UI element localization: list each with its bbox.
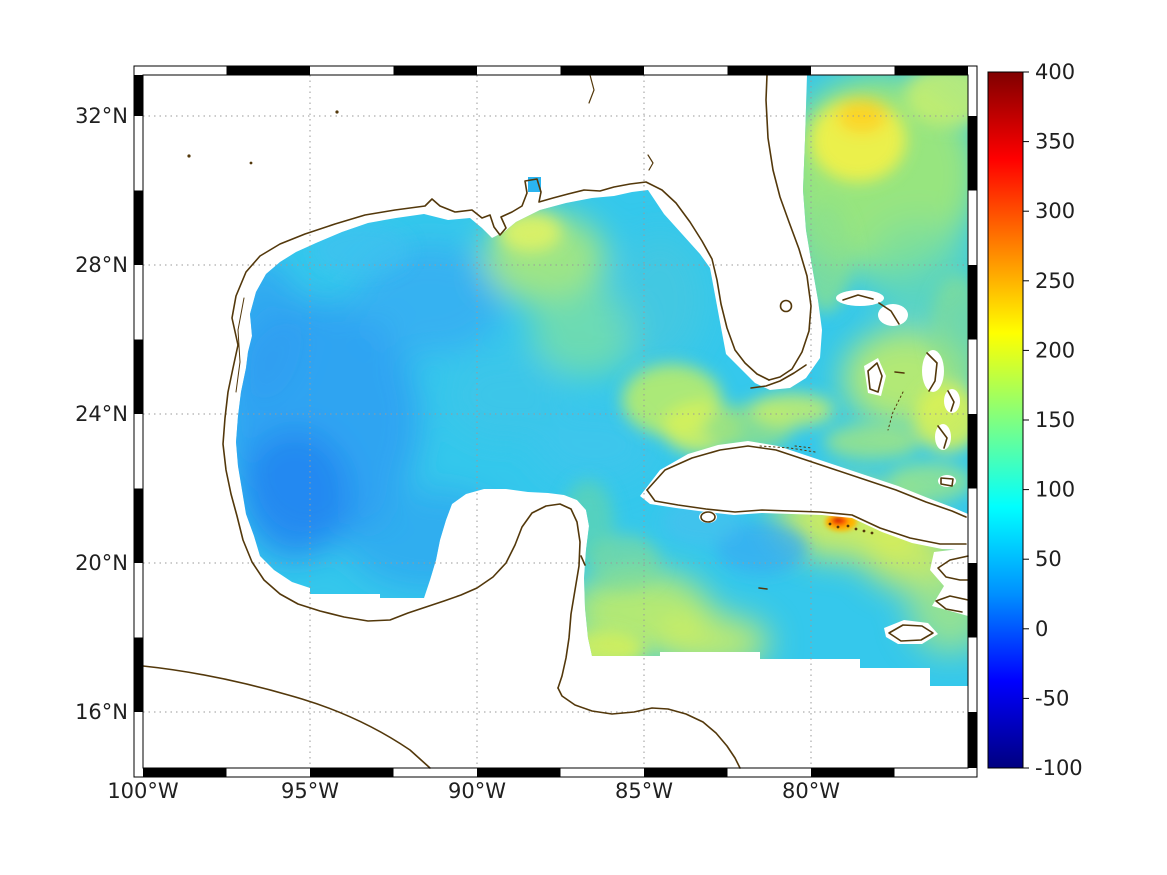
- colorbar-tick-label-50: 50: [1035, 547, 1062, 571]
- coastline-cay-sal: [794, 445, 813, 449]
- colorbar-tick-label-150: 150: [1035, 408, 1075, 432]
- x-tick-label-85w: 85°W: [615, 779, 673, 803]
- coastline-us-gulf-florida: [231, 178, 770, 381]
- island-speckles: [187, 110, 874, 535]
- colorbar-tick-label-0: 0: [1035, 617, 1048, 641]
- colorbar-tick-label-100: 100: [1035, 478, 1075, 502]
- x-tick-label-90w: 90°W: [448, 779, 506, 803]
- coastline-cuba-south: [646, 489, 967, 545]
- y-tick-label-16n: 16°N: [75, 700, 128, 724]
- coastline-cuba-north: [646, 445, 967, 518]
- coastline-andros: [867, 362, 883, 393]
- x-tick-label-80w: 80°W: [782, 779, 840, 803]
- coastline-jamaica: [888, 624, 934, 642]
- colorbar-tick-label-250: 250: [1035, 269, 1075, 293]
- coastline-new-providence: [894, 371, 905, 374]
- coastline-hispaniola-north: [937, 555, 969, 581]
- y-tick-label-24n: 24°N: [75, 402, 128, 426]
- heatmap-blobs-small: [314, 75, 968, 670]
- coastlines: [142, 74, 969, 769]
- colorbar-labels: 400 350 300 250 200 150 100 50 0 -50 -10…: [1035, 60, 1083, 780]
- colorbar-tick-label-n100: -100: [1035, 756, 1083, 780]
- coastline-abaco: [878, 302, 900, 325]
- y-tick-label-32n: 32°N: [75, 104, 128, 128]
- coastline-cuba-north-cays: [759, 445, 816, 453]
- coastline-cayman: [758, 587, 768, 590]
- colorbar-tick-label-400: 400: [1035, 60, 1075, 84]
- coastline-pacific-mexico: [142, 665, 431, 769]
- coastline-texas-lagoon: [235, 297, 245, 393]
- gridlines: [143, 75, 968, 768]
- colorbar-tick-label-200: 200: [1035, 338, 1075, 362]
- colorbar: 400 350 300 250 200 150 100 50 0 -50 -10…: [987, 60, 1083, 780]
- coastline-cat-island: [947, 390, 955, 412]
- colorbar-ticks: [1023, 71, 1029, 769]
- map-frame: [133, 65, 978, 778]
- coastline-eleuthera: [926, 352, 938, 392]
- x-axis-labels: 100°W 95°W 90°W 85°W 80°W: [107, 779, 840, 803]
- coastline-grand-bahama: [842, 294, 874, 301]
- coastline-mexico-yucatan: [222, 344, 581, 689]
- river-mark-top: [588, 74, 595, 104]
- coastline-exuma-cays: [887, 391, 904, 431]
- colorbar-tick-label-n50: -50: [1035, 686, 1069, 710]
- colorbar-tick-label-300: 300: [1035, 199, 1075, 223]
- coastline-long-island: [937, 425, 948, 449]
- coastline-florida-keys: [750, 364, 807, 389]
- coastline-honduras: [557, 687, 741, 769]
- colorbar-gradient: [987, 71, 1024, 769]
- x-tick-label-95w: 95°W: [281, 779, 339, 803]
- colorbar-tick-label-350: 350: [1035, 130, 1075, 154]
- coastline-cozumel: [580, 555, 586, 566]
- river-mark-bigbend: [647, 154, 654, 171]
- coastline-great-inagua: [940, 477, 954, 487]
- y-axis-labels: 32°N 28°N 24°N 20°N 16°N: [75, 104, 128, 724]
- isla-juventud: [700, 511, 716, 523]
- x-tick-label-100w: 100°W: [107, 779, 179, 803]
- y-tick-label-20n: 20°N: [75, 551, 128, 575]
- coastline-hispaniola-south: [935, 595, 969, 613]
- y-tick-label-28n: 28°N: [75, 253, 128, 277]
- coastline-florida-east: [765, 74, 812, 381]
- lake-okeechobee: [779, 299, 793, 313]
